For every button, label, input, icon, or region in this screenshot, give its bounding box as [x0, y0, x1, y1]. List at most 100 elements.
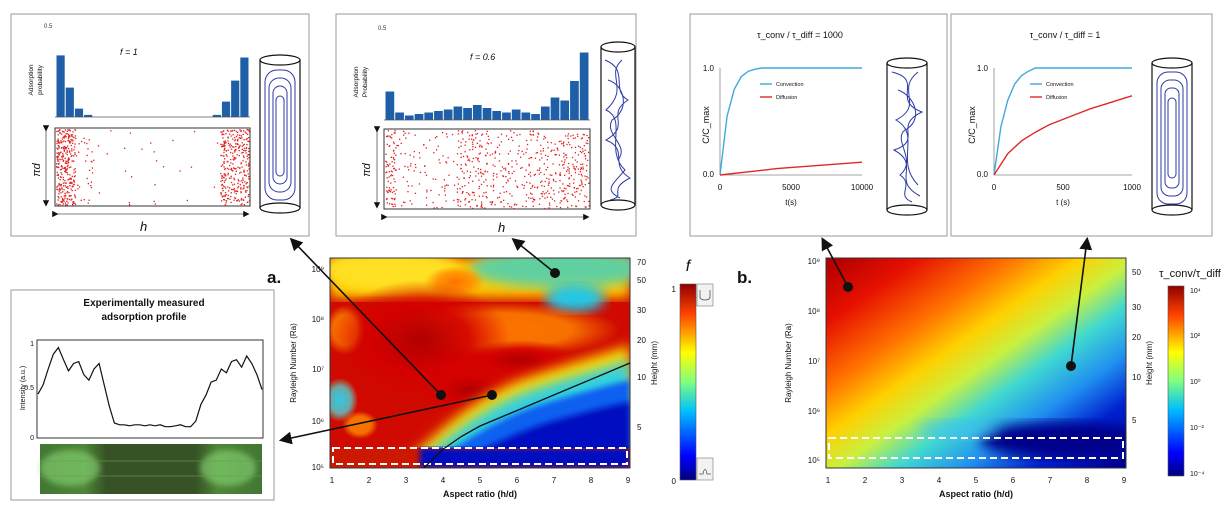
- inset-f1-point: [232, 146, 234, 148]
- inset-f06-point: [575, 205, 577, 207]
- inset-f06-point: [543, 138, 545, 140]
- inset-f1-point: [64, 194, 67, 197]
- inset-f1-point: [60, 168, 62, 170]
- arrow-to-inset-ratio-1000: [821, 237, 849, 288]
- inset-f06-point: [516, 185, 518, 187]
- inset-f1-point: [58, 158, 60, 160]
- inset-f1-x-axis-label: h: [140, 219, 147, 234]
- inset-f06-point: [530, 197, 532, 199]
- heatmap-b-ytick-1e5: 10⁵: [808, 456, 820, 465]
- inset-f06-point: [556, 147, 558, 149]
- inset-f06-point: [406, 180, 408, 183]
- inset-f1-point: [229, 164, 231, 167]
- inset-f06-point: [545, 154, 547, 156]
- inset-f06-point: [468, 138, 470, 140]
- inset-f1-point: [59, 179, 61, 181]
- inset-f06-point: [409, 165, 412, 167]
- inset-f1-point: [227, 174, 229, 176]
- inset-ratio-1-xtick-0: 0: [992, 183, 997, 192]
- inset-f06-point: [562, 164, 564, 166]
- inset-f1-point: [246, 186, 248, 188]
- inset-f06-point: [500, 141, 502, 143]
- inset-f06-point: [460, 153, 462, 155]
- inset-f06-point: [529, 171, 531, 174]
- inset-f1-point: [68, 159, 70, 161]
- inset-f1-point: [231, 130, 233, 132]
- inset-f06-point: [579, 168, 582, 171]
- inset-f06-point: [411, 185, 413, 187]
- inset-f1-point: [229, 143, 231, 145]
- inset-f1-point: [245, 152, 247, 154]
- inset-f1-point: [241, 203, 243, 205]
- inset-f1-point: [67, 139, 69, 142]
- inset-f06-point: [567, 192, 569, 195]
- inset-f06-point: [505, 191, 508, 193]
- inset-ratio-1-convection-line: [993, 67, 1132, 176]
- inset-f1-point: [60, 165, 63, 167]
- inset-f06-point: [385, 171, 387, 174]
- inset-f06-point: [392, 174, 394, 177]
- inset-f1-point: [61, 198, 64, 200]
- inset-f06-bar: [463, 108, 472, 120]
- inset-f06-point: [576, 188, 578, 190]
- inset-f06-point: [573, 165, 575, 168]
- inset-f1-point: [237, 143, 239, 145]
- inset-f06-point: [487, 135, 489, 137]
- inset-f06-point: [489, 154, 491, 156]
- inset-f06-point: [461, 130, 464, 132]
- inset-f06-point: [525, 200, 527, 202]
- inset-f06-point: [573, 182, 575, 184]
- heatmap-b-xtick: 4: [937, 476, 942, 485]
- inset-f06-point: [502, 186, 504, 188]
- inset-f1-point: [246, 129, 248, 131]
- inset-f06-point: [562, 144, 565, 146]
- inset-f06-point: [553, 193, 555, 195]
- inset-f1-point: [238, 146, 241, 148]
- inset-f06-point: [575, 166, 578, 168]
- inset-f1-point: [74, 129, 77, 131]
- colorbar-tau-gradient: [1167, 285, 1185, 477]
- inset-f06-point: [554, 200, 556, 202]
- inset-f06-point: [503, 168, 505, 170]
- inset-f06-point: [391, 197, 393, 200]
- inset-f06-point: [407, 191, 409, 193]
- inset-f06-point: [559, 202, 561, 204]
- inset-f1-point: [234, 197, 237, 200]
- inset-f06-point: [475, 133, 477, 135]
- heatmap-a-y2-ticks: 70 50 30 20 10 5: [637, 258, 646, 432]
- inset-f1-point: [58, 141, 61, 143]
- inset-f06-point: [469, 194, 471, 196]
- inset-f1-point: [236, 140, 239, 142]
- inset-f06-point: [483, 173, 485, 175]
- inset-f06-point: [442, 155, 444, 157]
- inset-f1-point: [57, 177, 60, 179]
- heatmap-b-frame: [825, 257, 1127, 469]
- inset-f1-point: [68, 129, 71, 131]
- inset-f06-point: [479, 146, 481, 148]
- inset-f1-point: [88, 169, 91, 171]
- inset-f06-point: [558, 140, 560, 143]
- inset-f1-point: [230, 130, 232, 132]
- cylinder-f06-icon: [600, 41, 636, 211]
- inset-f1-point: [98, 192, 101, 194]
- inset-f06-point: [500, 201, 502, 203]
- inset-f1-point: [243, 187, 245, 189]
- inset-f1-point: [72, 136, 74, 138]
- inset-f1-point: [245, 183, 247, 185]
- inset-f06-point: [385, 153, 387, 155]
- inset-f06-point: [390, 170, 392, 172]
- inset-f06-point: [425, 174, 428, 176]
- arrow-to-inset-f06: [511, 237, 556, 274]
- inset-f1-point: [56, 140, 58, 142]
- inset-f06-point: [467, 131, 469, 134]
- inset-f06-point: [532, 184, 534, 187]
- inset-f06-point: [563, 141, 565, 143]
- inset-f06-point: [540, 193, 542, 195]
- inset-f1-point: [232, 184, 234, 186]
- inset-f06-point: [457, 130, 460, 132]
- inset-f06-point: [498, 144, 501, 146]
- inset-f06-point: [565, 170, 568, 172]
- inset-f1-point: [241, 166, 243, 168]
- inset-f06-point: [577, 135, 579, 138]
- profile-plot-frame: [36, 339, 264, 439]
